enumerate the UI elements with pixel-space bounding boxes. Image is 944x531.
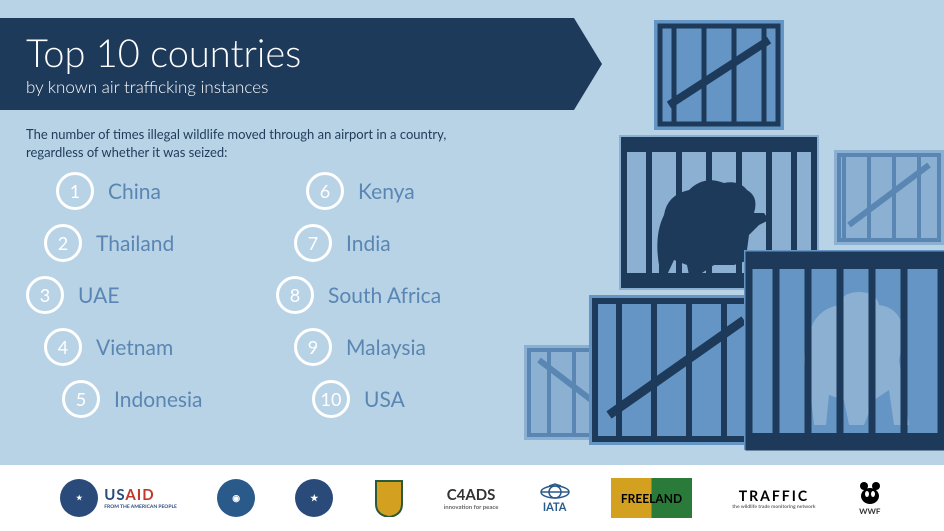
rank-circle: 9 — [294, 328, 332, 366]
rank-circle: 4 — [44, 328, 82, 366]
rank-circle: 10 — [312, 380, 350, 418]
logo-usaid: ★ USAID FROM THE AMERICAN PEOPLE — [60, 478, 177, 518]
logo-iata: IATA — [539, 478, 571, 518]
rank-circle: 5 — [62, 380, 100, 418]
country-label: Indonesia — [114, 387, 202, 412]
country-label: Vietnam — [96, 335, 173, 360]
country-label: UAE — [78, 283, 119, 308]
rank-circle: 3 — [26, 276, 64, 314]
rank-circle: 2 — [44, 224, 82, 262]
list-item: 10 USA — [312, 380, 486, 418]
country-label: South Africa — [328, 283, 441, 308]
list-item: 8 South Africa — [276, 276, 486, 314]
list-item: 3 UAE — [26, 276, 236, 314]
country-label: India — [346, 231, 391, 256]
logo-traffic: TRAFFIC the wildlife trade monitoring ne… — [732, 478, 815, 518]
footer-logos: ★ USAID FROM THE AMERICAN PEOPLE ◉ ★ C4A… — [0, 465, 944, 531]
country-list: 1 China 2 Thailand 3 UAE 4 Vietnam 5 Indonesi… — [26, 172, 486, 418]
column-1: 1 China 2 Thailand 3 UAE 4 Vietnam 5 Indonesi… — [26, 172, 236, 418]
country-label: USA — [364, 387, 405, 412]
crates-illustration — [514, 20, 944, 460]
list-item: 4 Vietnam — [44, 328, 236, 366]
title-text: Top 10 countries — [26, 30, 574, 76]
list-item: 7 India — [294, 224, 486, 262]
logo-state: ★ — [295, 479, 333, 517]
country-label: Kenya — [358, 179, 415, 204]
subtitle-text: by known air trafficking instances — [26, 76, 574, 97]
logo-freeland: FREELAND — [611, 478, 692, 518]
column-2: 6 Kenya 7 India 8 South Africa 9 Malaysia 10… — [276, 172, 486, 418]
country-label: Thailand — [96, 231, 174, 256]
title-banner: Top 10 countries by known air traffickin… — [0, 18, 574, 110]
logo-dhs: ◉ — [217, 479, 255, 517]
logo-usfws — [374, 478, 404, 518]
rank-circle: 6 — [306, 172, 344, 210]
country-label: Malaysia — [346, 335, 426, 360]
logo-c4ads: C4ADS innovation for peace — [444, 478, 499, 518]
country-label: China — [108, 179, 161, 204]
rank-circle: 7 — [294, 224, 332, 262]
list-item: 1 China — [56, 172, 236, 210]
logo-wwf: WWF — [856, 478, 884, 518]
list-item: 2 Thailand — [44, 224, 236, 262]
list-item: 9 Malaysia — [294, 328, 486, 366]
rank-circle: 1 — [56, 172, 94, 210]
rank-circle: 8 — [276, 276, 314, 314]
list-item: 6 Kenya — [306, 172, 486, 210]
description-text: The number of times illegal wildlife mov… — [26, 126, 466, 161]
list-item: 5 Indonesia — [62, 380, 236, 418]
